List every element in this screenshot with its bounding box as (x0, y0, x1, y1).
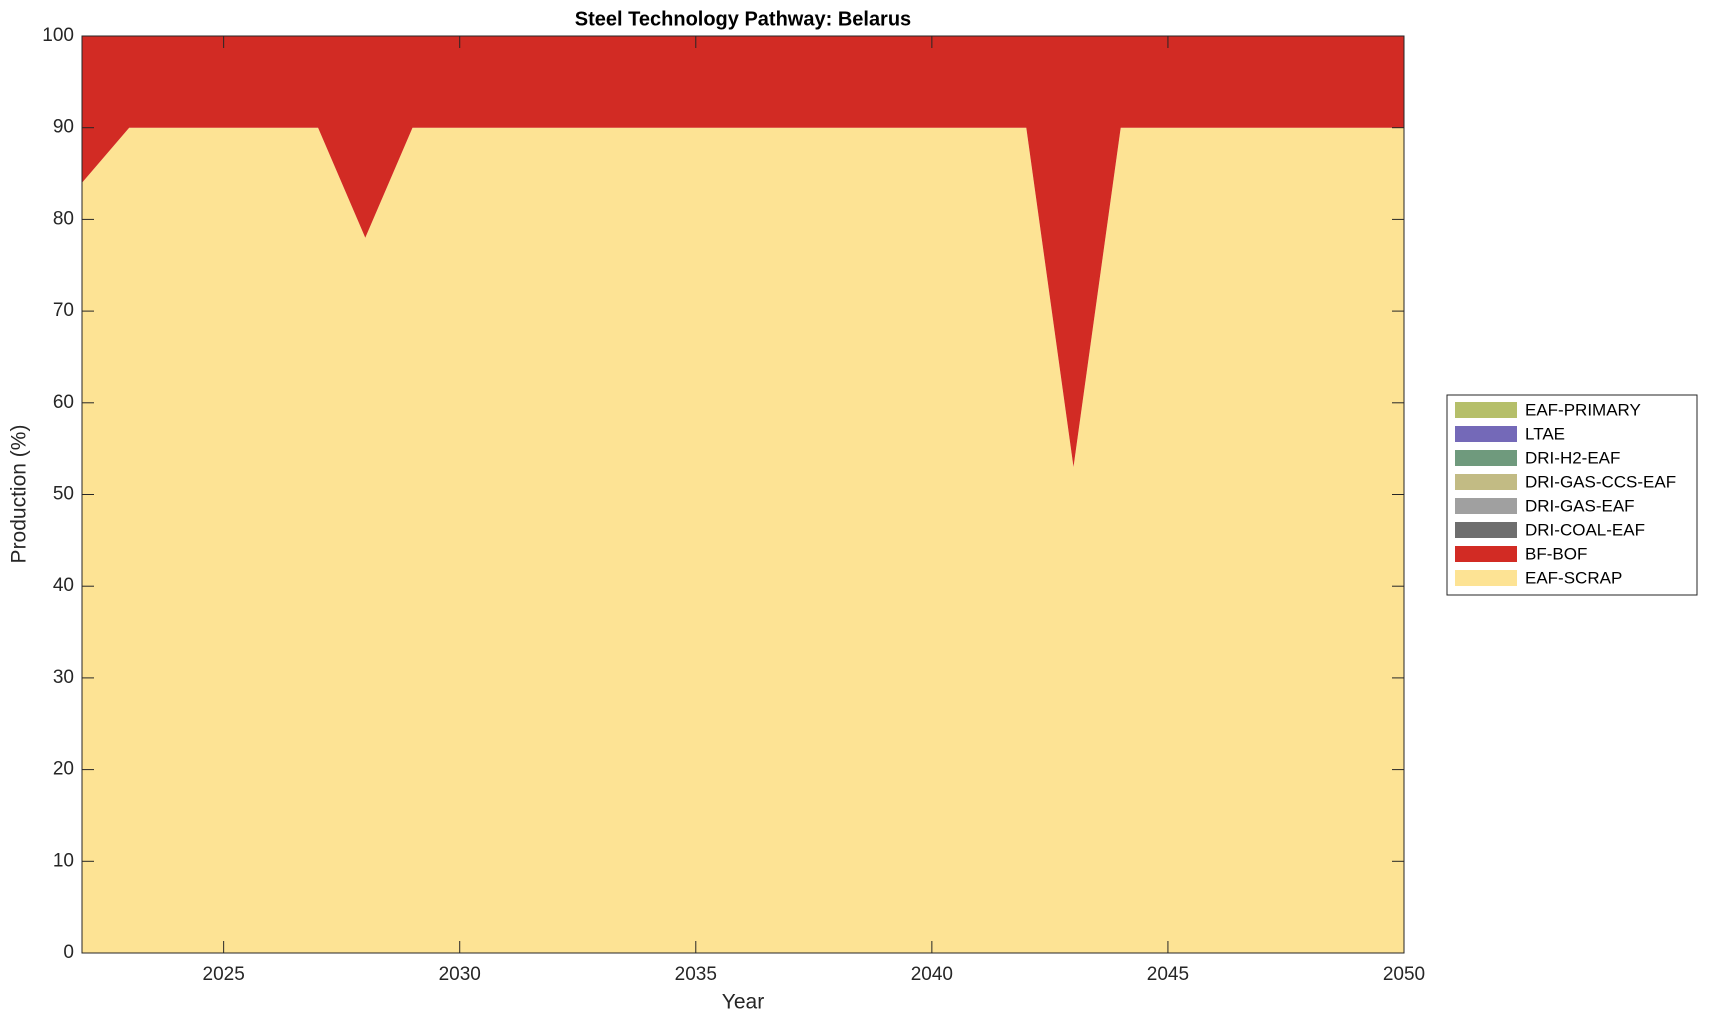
legend-box (1446, 394, 1698, 596)
legend-label: LTAE (1525, 424, 1565, 443)
legend-swatch (1455, 402, 1517, 418)
y-tick-label: 30 (53, 667, 74, 688)
legend-label: EAF-PRIMARY (1525, 400, 1641, 419)
y-axis-label: Production (%) (8, 425, 31, 564)
y-tick-label: 80 (53, 208, 74, 229)
y-tick-label: 60 (53, 392, 74, 413)
y-tick-label: 100 (42, 25, 74, 46)
legend-label: EAF-SCRAP (1525, 568, 1622, 587)
y-tick-label: 70 (53, 300, 74, 321)
legend-label: BF-BOF (1525, 544, 1587, 563)
x-tick-label: 2030 (439, 964, 481, 985)
legend-swatch (1455, 522, 1517, 538)
y-tick-label: 10 (53, 850, 74, 871)
legend-swatch (1455, 474, 1517, 490)
legend-swatch (1455, 498, 1517, 514)
legend-label: DRI-H2-EAF (1525, 448, 1620, 467)
y-tick-label: 0 (63, 942, 74, 963)
x-tick-label: 2050 (1383, 964, 1425, 985)
chart-title: Steel Technology Pathway: Belarus (575, 8, 911, 30)
y-tick-label: 90 (53, 117, 74, 138)
x-tick-label: 2045 (1147, 964, 1189, 985)
legend-swatch (1455, 426, 1517, 442)
x-tick-label: 2035 (675, 964, 717, 985)
legend-swatch (1455, 450, 1517, 466)
legend-swatch (1455, 546, 1517, 562)
y-tick-label: 50 (53, 484, 74, 505)
legend-label: DRI-GAS-EAF (1525, 496, 1635, 515)
legend-swatch (1455, 570, 1517, 586)
legend-label: DRI-GAS-CCS-EAF (1525, 472, 1676, 491)
x-axis-label: Year (722, 991, 764, 1014)
x-tick-label: 2040 (911, 964, 953, 985)
legend-label: DRI-COAL-EAF (1525, 520, 1645, 539)
y-tick-label: 40 (53, 575, 74, 596)
x-tick-label: 2025 (203, 964, 245, 985)
area (82, 127, 1404, 953)
area (82, 36, 1404, 467)
y-tick-label: 20 (53, 759, 74, 780)
